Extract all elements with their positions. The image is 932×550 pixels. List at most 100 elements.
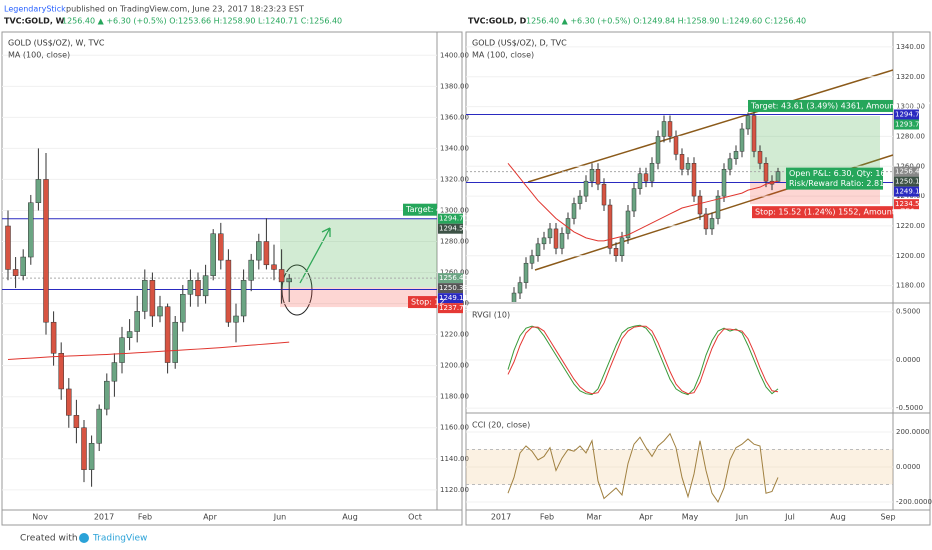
price-flag-label: 1234.58 bbox=[895, 200, 924, 208]
x-tick-label: Nov bbox=[32, 513, 48, 522]
candle-body bbox=[240, 280, 247, 317]
price-flag-label: 1249.11 bbox=[439, 294, 468, 302]
y-tick-label: 1400.00 bbox=[440, 51, 469, 59]
quote: 1256.40 ▲ +6.30 (+0.5%) O:1249.84 H:1258… bbox=[526, 17, 806, 26]
candle-body bbox=[595, 168, 601, 185]
candle-body bbox=[164, 306, 171, 363]
y-tick-label: 1320.00 bbox=[440, 175, 469, 183]
candle-body bbox=[751, 115, 757, 152]
candle-body bbox=[745, 115, 751, 130]
candle-body bbox=[643, 173, 649, 182]
pane-title: GOLD (US$/OZ), D, TVC bbox=[472, 39, 567, 48]
y-tick-label: 1340.00 bbox=[440, 144, 469, 152]
y-tick-label: 1200.00 bbox=[896, 252, 925, 260]
candle-body bbox=[763, 163, 769, 182]
footer-text: Created with bbox=[20, 534, 78, 544]
candle-body bbox=[263, 241, 270, 266]
trade-label: Target: 44 bbox=[405, 205, 446, 214]
y-tick-label: 1360.00 bbox=[440, 113, 469, 121]
candle-body bbox=[601, 183, 607, 206]
candle-body bbox=[667, 121, 673, 137]
trade-label: Risk/Reward Ratio: 2.81 bbox=[789, 179, 884, 188]
y-tick-label: 1260.00 bbox=[896, 162, 925, 170]
candle-body bbox=[703, 213, 709, 230]
candle-body bbox=[715, 195, 721, 219]
price-flag bbox=[894, 199, 919, 210]
symbol: TVC:GOLD, W bbox=[4, 17, 65, 26]
candle-body bbox=[727, 158, 733, 170]
author[interactable]: LegendaryStick bbox=[4, 5, 66, 14]
y-tick-label: -200.0000 bbox=[896, 498, 932, 506]
candle-body bbox=[559, 233, 565, 249]
price-flag bbox=[438, 273, 463, 284]
candle-body bbox=[50, 321, 57, 354]
candle-body bbox=[511, 292, 517, 302]
candle-body bbox=[739, 128, 745, 152]
candle-body bbox=[589, 168, 595, 182]
y-tick-label: 0.5000 bbox=[896, 308, 921, 316]
moving-average bbox=[507, 162, 779, 242]
x-tick-label: Oct bbox=[408, 513, 422, 522]
price-flag-label: 1249.11 bbox=[895, 188, 924, 196]
candle-body bbox=[547, 228, 553, 239]
y-tick-label: 1180.00 bbox=[440, 393, 469, 401]
price-flag-label: 1250.33 bbox=[439, 284, 468, 292]
pane-title: RVGI (10) bbox=[472, 311, 510, 320]
indicator-line bbox=[507, 325, 779, 395]
candle-body bbox=[157, 306, 163, 317]
candle-body bbox=[679, 154, 685, 170]
trade-label-bg bbox=[748, 99, 893, 112]
price-flag-label: 1293.71 bbox=[895, 120, 924, 128]
x-tick-label: Jul bbox=[784, 513, 795, 522]
trade-label-bg bbox=[786, 177, 883, 190]
candle-body bbox=[12, 269, 19, 276]
candle-body bbox=[577, 195, 583, 204]
candle-body bbox=[583, 180, 589, 197]
y-tick-label: 0.0000 bbox=[896, 356, 921, 364]
price-flag bbox=[894, 166, 919, 177]
candle-body bbox=[637, 173, 643, 189]
x-tick-label: Jun bbox=[735, 513, 749, 522]
plot-area bbox=[466, 432, 893, 503]
candle-body bbox=[541, 237, 547, 245]
candle-body bbox=[553, 228, 559, 249]
x-tick-label: Aug bbox=[830, 513, 846, 522]
candle-body bbox=[172, 321, 178, 363]
candle-body bbox=[271, 264, 277, 270]
candle-body bbox=[218, 233, 224, 261]
candle-body bbox=[195, 280, 201, 297]
y-tick-label: 1200.00 bbox=[440, 362, 469, 370]
trade-label: Stop: 15.52 (1.24%) 1552, Amount: 751.68 bbox=[755, 208, 928, 217]
candle-body bbox=[625, 210, 631, 239]
footer-brand[interactable]: TradingView bbox=[92, 534, 147, 544]
price-flag-label: 1256.40 bbox=[895, 168, 924, 176]
price-flag-label: 1250.19 bbox=[895, 178, 924, 186]
candle-body bbox=[619, 237, 625, 257]
price-flag-label: 1256.40 bbox=[439, 274, 468, 282]
candle-body bbox=[607, 204, 613, 249]
y-tick-label: 1280.00 bbox=[896, 132, 925, 140]
symbol: TVC:GOLD, D bbox=[468, 17, 527, 26]
y-tick-label: 1180.00 bbox=[896, 282, 925, 290]
candle-body bbox=[66, 388, 72, 416]
candle-body bbox=[73, 415, 80, 428]
y-tick-label: 1120.00 bbox=[440, 486, 469, 494]
candle-body bbox=[757, 151, 763, 164]
published: published on TradingView.com, June 23, 2… bbox=[66, 5, 304, 14]
price-flag bbox=[894, 119, 919, 130]
trade-label-bg bbox=[752, 206, 893, 219]
candle-body bbox=[111, 362, 118, 382]
x-tick-label: Feb bbox=[540, 513, 554, 522]
pane-title: CCI (20, close) bbox=[472, 421, 530, 430]
x-tick-label: Aug bbox=[342, 513, 358, 522]
study-label: MA (100, close) bbox=[8, 51, 70, 60]
arrow bbox=[299, 227, 331, 284]
candle-body bbox=[202, 275, 209, 297]
trade-label: Open P&L: 6.30, Qty: 16 bbox=[789, 169, 886, 178]
price-flag-label: 1294.70 bbox=[439, 215, 468, 223]
price-flag bbox=[438, 293, 463, 304]
y-tick-label: 1220.00 bbox=[440, 331, 469, 339]
price-flag-label: 1237.76 bbox=[439, 304, 468, 312]
candle-body bbox=[691, 163, 697, 197]
